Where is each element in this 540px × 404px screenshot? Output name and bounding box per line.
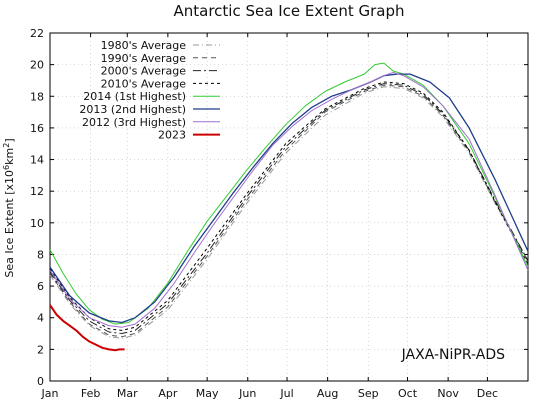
x-tick-label: Aug — [317, 387, 338, 400]
legend-label: 2013 (2nd Highest) — [79, 103, 186, 116]
chart-title: Antarctic Sea Ice Extent Graph — [174, 2, 405, 20]
series-lines — [49, 62, 529, 352]
legend-label: 2010's Average — [101, 77, 187, 90]
x-tick-label: Oct — [398, 387, 418, 400]
y-tick-label: 12 — [30, 185, 44, 198]
x-tick-label: Dec — [477, 387, 498, 400]
x-tick-label: Sep — [358, 387, 379, 400]
y-tick-label: 6 — [37, 280, 44, 293]
legend-label: 1980's Average — [101, 39, 187, 52]
series-line-7 — [49, 304, 125, 352]
series-line-6 — [49, 72, 529, 328]
x-tick-label: Apr — [158, 387, 178, 400]
x-tick-label: Jan — [41, 387, 59, 400]
series-line-2 — [49, 83, 529, 334]
series-line-4 — [49, 62, 529, 325]
y-axis-label-sup-1: 6 — [2, 165, 11, 170]
x-tick-label: Feb — [81, 387, 100, 400]
y-tick-label: 0 — [37, 375, 44, 388]
y-tick-label: 18 — [30, 90, 44, 103]
y-axis-label-end: ] — [3, 138, 16, 142]
axes: 0 2 4 6 8 10 12 14 16 18 20 22 Jan Feb Mar Apr May Jun Jul… — [30, 27, 529, 400]
x-tick-label: Jun — [238, 387, 256, 400]
y-axis-label-sup-2: 2 — [2, 143, 11, 148]
series-line-5 — [49, 73, 529, 324]
x-tick-label: Jul — [279, 387, 293, 400]
y-tick-label: 14 — [30, 154, 44, 167]
y-axis-label-mid: km — [3, 148, 16, 165]
y-tick-label: 8 — [37, 248, 44, 261]
plot-frame — [49, 32, 529, 382]
y-tick-label: 16 — [30, 122, 44, 135]
credit-text: JAXA-NiPR-ADS — [401, 347, 505, 363]
y-tick-label: 4 — [37, 312, 44, 325]
y-axis-label: Sea Ice Extent [x106km2] — [2, 138, 16, 277]
y-axis-label-main: Sea Ice Extent [x10 — [3, 170, 16, 278]
x-tick-label: May — [196, 387, 219, 400]
y-tick-label: 22 — [30, 27, 44, 40]
legend-label: 1990's Average — [101, 52, 187, 65]
legend-label: 2012 (3rd Highest) — [82, 116, 186, 129]
x-tick-label: Nov — [437, 387, 459, 400]
y-tick-label: 10 — [30, 217, 44, 230]
legend-label: 2000's Average — [101, 65, 187, 78]
series-line-3 — [49, 81, 529, 331]
x-tick-label: Mar — [117, 387, 138, 400]
y-tick-label: 2 — [37, 343, 44, 356]
y-tick-label: 20 — [30, 59, 44, 72]
series-line-1 — [49, 84, 529, 338]
legend-label: 2014 (1st Highest) — [83, 90, 186, 103]
legend-label: 2023 — [158, 129, 186, 142]
